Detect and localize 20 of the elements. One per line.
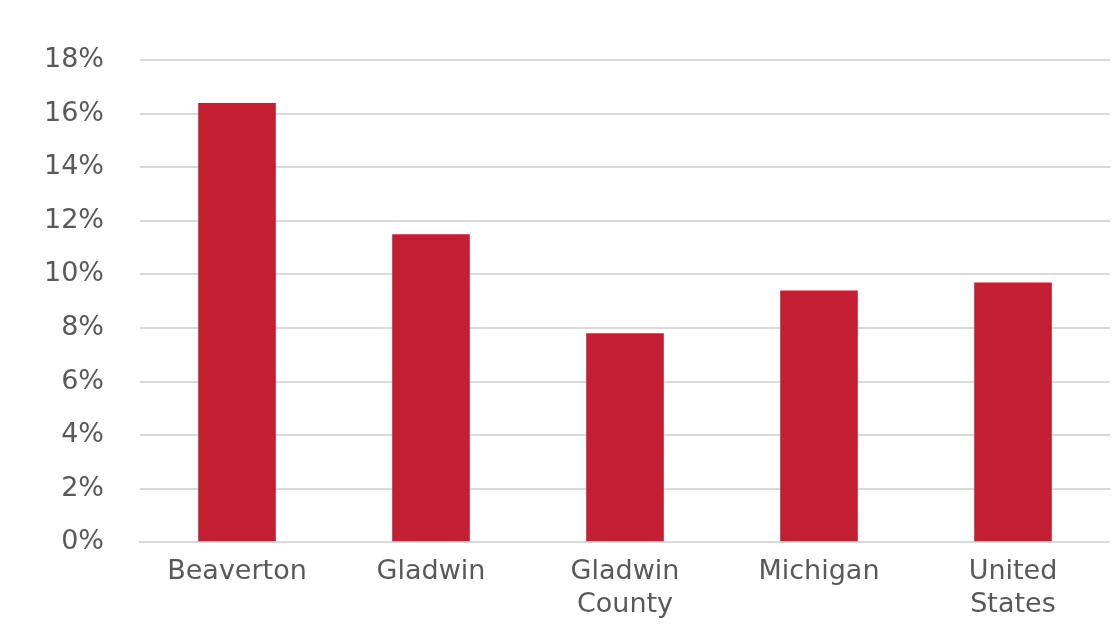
y-tick-label: 12% xyxy=(44,202,105,234)
bar xyxy=(586,333,664,542)
x-tick-label: Beaverton xyxy=(167,554,307,586)
y-tick-label: 14% xyxy=(44,149,105,181)
bar xyxy=(198,103,276,542)
y-tick-label: 10% xyxy=(44,256,105,288)
x-tick-label: Michigan xyxy=(758,554,880,586)
x-tick-label: United States xyxy=(968,554,1058,618)
y-tick-label: 0% xyxy=(61,524,105,556)
bar xyxy=(780,290,858,542)
bar xyxy=(974,282,1052,542)
y-tick-label: 16% xyxy=(44,95,105,127)
y-tick-label: 4% xyxy=(61,417,105,449)
y-tick-label: 18% xyxy=(44,42,105,74)
y-tick-label: 2% xyxy=(61,470,105,502)
x-tick-label: Gladwin xyxy=(376,554,486,586)
y-tick-label: 6% xyxy=(61,363,105,395)
y-tick-label: 8% xyxy=(61,309,105,341)
bar xyxy=(392,234,470,542)
x-tick-label: Gladwin County xyxy=(570,554,680,618)
